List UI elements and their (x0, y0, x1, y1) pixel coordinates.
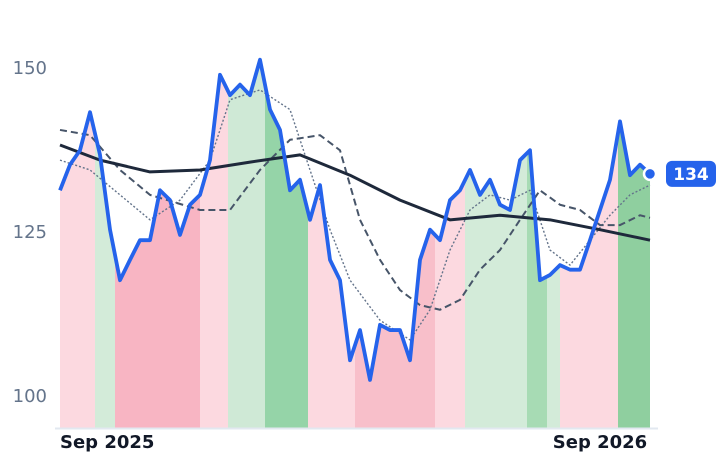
regime-band (527, 150, 547, 429)
regime-band (95, 133, 115, 429)
y-tick-label: 100 (13, 386, 47, 407)
series-line (58, 57, 652, 382)
x-tick-label: Sep 2026 (553, 432, 647, 453)
regime-band (228, 59, 265, 429)
regime-band (465, 153, 527, 429)
y-tick-label: 125 (13, 222, 47, 243)
series-line (59, 128, 651, 311)
regime-band (60, 112, 95, 429)
x-tick-label: Sep 2025 (60, 432, 154, 453)
series-line (59, 143, 651, 242)
y-tick-label: 150 (13, 58, 47, 79)
regime-band (200, 74, 228, 429)
series-line (59, 89, 651, 341)
regime-band (560, 133, 618, 429)
regime-band (265, 84, 308, 429)
last-point (642, 166, 658, 182)
last-value-badge (666, 160, 716, 187)
regime-band (308, 185, 355, 429)
last-value-label: 134 (673, 165, 709, 185)
regime-band (355, 229, 435, 429)
regime-band (547, 265, 560, 429)
